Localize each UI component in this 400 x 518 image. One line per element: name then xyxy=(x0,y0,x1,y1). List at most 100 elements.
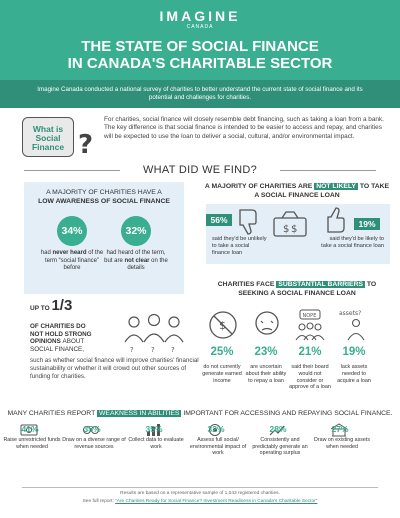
title-line-1: THE STATE OF SOCIAL FINANCE xyxy=(81,38,319,55)
one-third-sub-3: OPINIONS xyxy=(30,338,61,345)
weakness-4-text: Assess full social/ environmental impact… xyxy=(189,437,247,456)
header-banner: IMAGINE CANADA THE STATE OF SOCIAL FINAN… xyxy=(0,0,400,80)
nope-label: NOPE xyxy=(303,313,317,319)
svg-text:$: $ xyxy=(219,319,226,332)
surplus-icon xyxy=(269,425,285,436)
what-is-social-finance-badge: What is Social Finance xyxy=(22,117,74,157)
thumbs-down-icon xyxy=(239,209,257,235)
imagine-canada-logo: IMAGINE xyxy=(159,8,241,24)
one-third-sub-4: SOCIAL FINANCE, xyxy=(30,345,84,353)
cash-icon xyxy=(20,424,38,436)
never-heard-pre: had xyxy=(40,250,51,256)
never-heard-stat: 34% xyxy=(57,216,87,246)
footer-divider xyxy=(22,487,378,488)
social-finance-definition: For charities, social finance will close… xyxy=(104,116,384,140)
unlikely-stat: 56% xyxy=(206,214,232,226)
revenue-sources-icon xyxy=(83,426,99,434)
data-chart-icon xyxy=(147,424,160,436)
not-likely-highlight: NOT LIKELY xyxy=(314,183,358,190)
likely-stat: 19% xyxy=(354,218,380,230)
weaknesses-title: MANY CHARITIES REPORT WEAKNESS IN ABILIT… xyxy=(0,410,400,417)
intro-text: Imagine Canada conducted a national surv… xyxy=(0,80,400,108)
not-likely-title-pre: A MAJORITY OF CHARITIES ARE xyxy=(204,183,313,190)
barriers-title-post: TO SEEKING A SOCIAL FINANCE LOAN xyxy=(238,281,377,297)
weakness-1-stat: 41% xyxy=(21,424,39,434)
weakness-5-text: Consistently and predictably generate an… xyxy=(252,437,308,456)
never-heard-bold: never heard xyxy=(52,250,87,256)
report-prefix: See full report: xyxy=(82,499,114,504)
weaknesses-highlight: WEAKNESS IN ABILITIES xyxy=(97,410,182,417)
finance-label: Finance xyxy=(31,142,65,152)
one-third-body: such as whether social finance will impr… xyxy=(30,357,199,380)
weakness-2-text: Draw on a diverse range of revenue sourc… xyxy=(62,437,126,450)
one-third-stat: UP TO 1/3 xyxy=(30,298,72,313)
one-third-sub-1: OF CHARITIES DO xyxy=(30,323,86,330)
section-heading: WHAT DID WE FIND? xyxy=(142,164,258,176)
assets-label: assets? xyxy=(339,310,361,317)
barrier-3-stat: 21% xyxy=(298,346,322,358)
thumbs-up-icon xyxy=(327,207,345,233)
barrier-3-text: said their board would not consider or a… xyxy=(289,364,331,391)
awareness-panel: A MAJORITY OF CHARITIES HAVE A LOW AWARE… xyxy=(24,182,184,294)
not-likely-panel xyxy=(206,204,390,264)
assets-question-icon: assets? xyxy=(339,310,365,341)
what-is-label: What is xyxy=(32,124,64,134)
social-label: Social xyxy=(35,133,61,143)
barrier-1-stat: 25% xyxy=(210,346,234,358)
weakness-2-stat: 35% xyxy=(83,424,101,434)
weakness-3-text: Collect data to evaluate work xyxy=(128,437,184,450)
not-clear-pre: had heard of the term, but are xyxy=(104,250,166,264)
money-bag-icon: $ $ xyxy=(273,211,307,237)
not-clear-post: on the details xyxy=(127,257,168,272)
weakness-5-stat: 28% xyxy=(269,424,287,434)
sample-note: Results are based on a representative sa… xyxy=(120,491,280,496)
no-money-icon: $ xyxy=(209,311,237,339)
report-reference: See full report: “Are Charities Ready fo… xyxy=(0,499,400,504)
barriers-title-pre: CHARITIES FACE xyxy=(217,281,275,288)
board-nope-icon: NOPE xyxy=(295,309,325,341)
one-third-sub-2: NOT HOLD STRONG xyxy=(30,330,92,338)
svg-text:$: $ xyxy=(291,224,297,235)
barrier-4-stat: 19% xyxy=(342,346,366,358)
one-third-subtitle: OF CHARITIES DO NOT HOLD STRONG OPINIONS… xyxy=(30,323,100,353)
title-line-2: IN CANADA'S CHARITABLE SECTOR xyxy=(67,55,333,72)
likely-caption: said they'd be likely to take a social f… xyxy=(321,236,384,249)
svg-text:?: ? xyxy=(171,346,175,354)
barrier-1-text: do not currently generate earned income xyxy=(202,364,242,384)
never-heard-caption: had never heard of the term “social fina… xyxy=(38,250,106,273)
weakness-3-stat: 35% xyxy=(145,424,163,434)
svg-text:$: $ xyxy=(283,224,289,235)
svg-text:?: ? xyxy=(151,346,155,354)
barrier-4-text: lack assets needed to acquire a loan xyxy=(337,364,371,384)
not-clear-caption: had heard of the term, but are not clear… xyxy=(102,250,170,273)
awareness-title-bold: LOW AWARENESS OF SOCIAL FINANCE xyxy=(38,197,170,205)
awareness-title-text: A MAJORITY OF CHARITIES HAVE A xyxy=(46,189,162,196)
weakness-4-stat: 32% xyxy=(207,424,225,434)
one-third-sub-rest: ABOUT xyxy=(62,338,85,345)
weakness-6-stat: 27% xyxy=(331,424,349,434)
never-heard-post: of the term “social finance” before xyxy=(44,250,104,271)
people-question-icon: ? ? ? xyxy=(124,313,184,354)
question-mark-icon: ? xyxy=(78,130,94,160)
heading-divider-left xyxy=(24,170,120,171)
assets-building-icon xyxy=(330,423,348,437)
weaknesses-title-post: IMPORTANT FOR ACCESSING AND REPAYING SOC… xyxy=(183,410,393,417)
barrier-2-stat: 23% xyxy=(254,346,278,358)
not-clear-bold: not clear xyxy=(124,257,150,264)
not-likely-title: A MAJORITY OF CHARITIES ARE NOT LIKELY T… xyxy=(202,182,392,200)
full-report-link[interactable]: “Are Charities Ready for Social Finance?… xyxy=(115,499,318,504)
page-title: THE STATE OF SOCIAL FINANCE IN CANADA'S … xyxy=(0,38,400,72)
up-to-label: UP TO xyxy=(30,305,50,312)
logo-subtitle: CANADA xyxy=(186,24,214,30)
impact-icon xyxy=(209,424,221,436)
weakness-1-text: Raise unrestricted funds when needed xyxy=(3,437,61,450)
heading-divider-right xyxy=(280,170,376,171)
barrier-2-text: are uncertain about their ability to rep… xyxy=(245,364,287,384)
unlikely-caption: said they'd be unlikely to take a social… xyxy=(212,236,267,256)
svg-text:?: ? xyxy=(130,346,134,354)
barriers-highlight: SUBSTANTIAL BARRIERS xyxy=(276,281,366,288)
uncertain-person-icon xyxy=(255,311,279,335)
awareness-title: A MAJORITY OF CHARITIES HAVE A LOW AWARE… xyxy=(24,189,184,206)
weakness-6-text: Draw on existing assets when needed xyxy=(314,437,370,450)
one-third-fraction: 1/3 xyxy=(51,297,73,314)
